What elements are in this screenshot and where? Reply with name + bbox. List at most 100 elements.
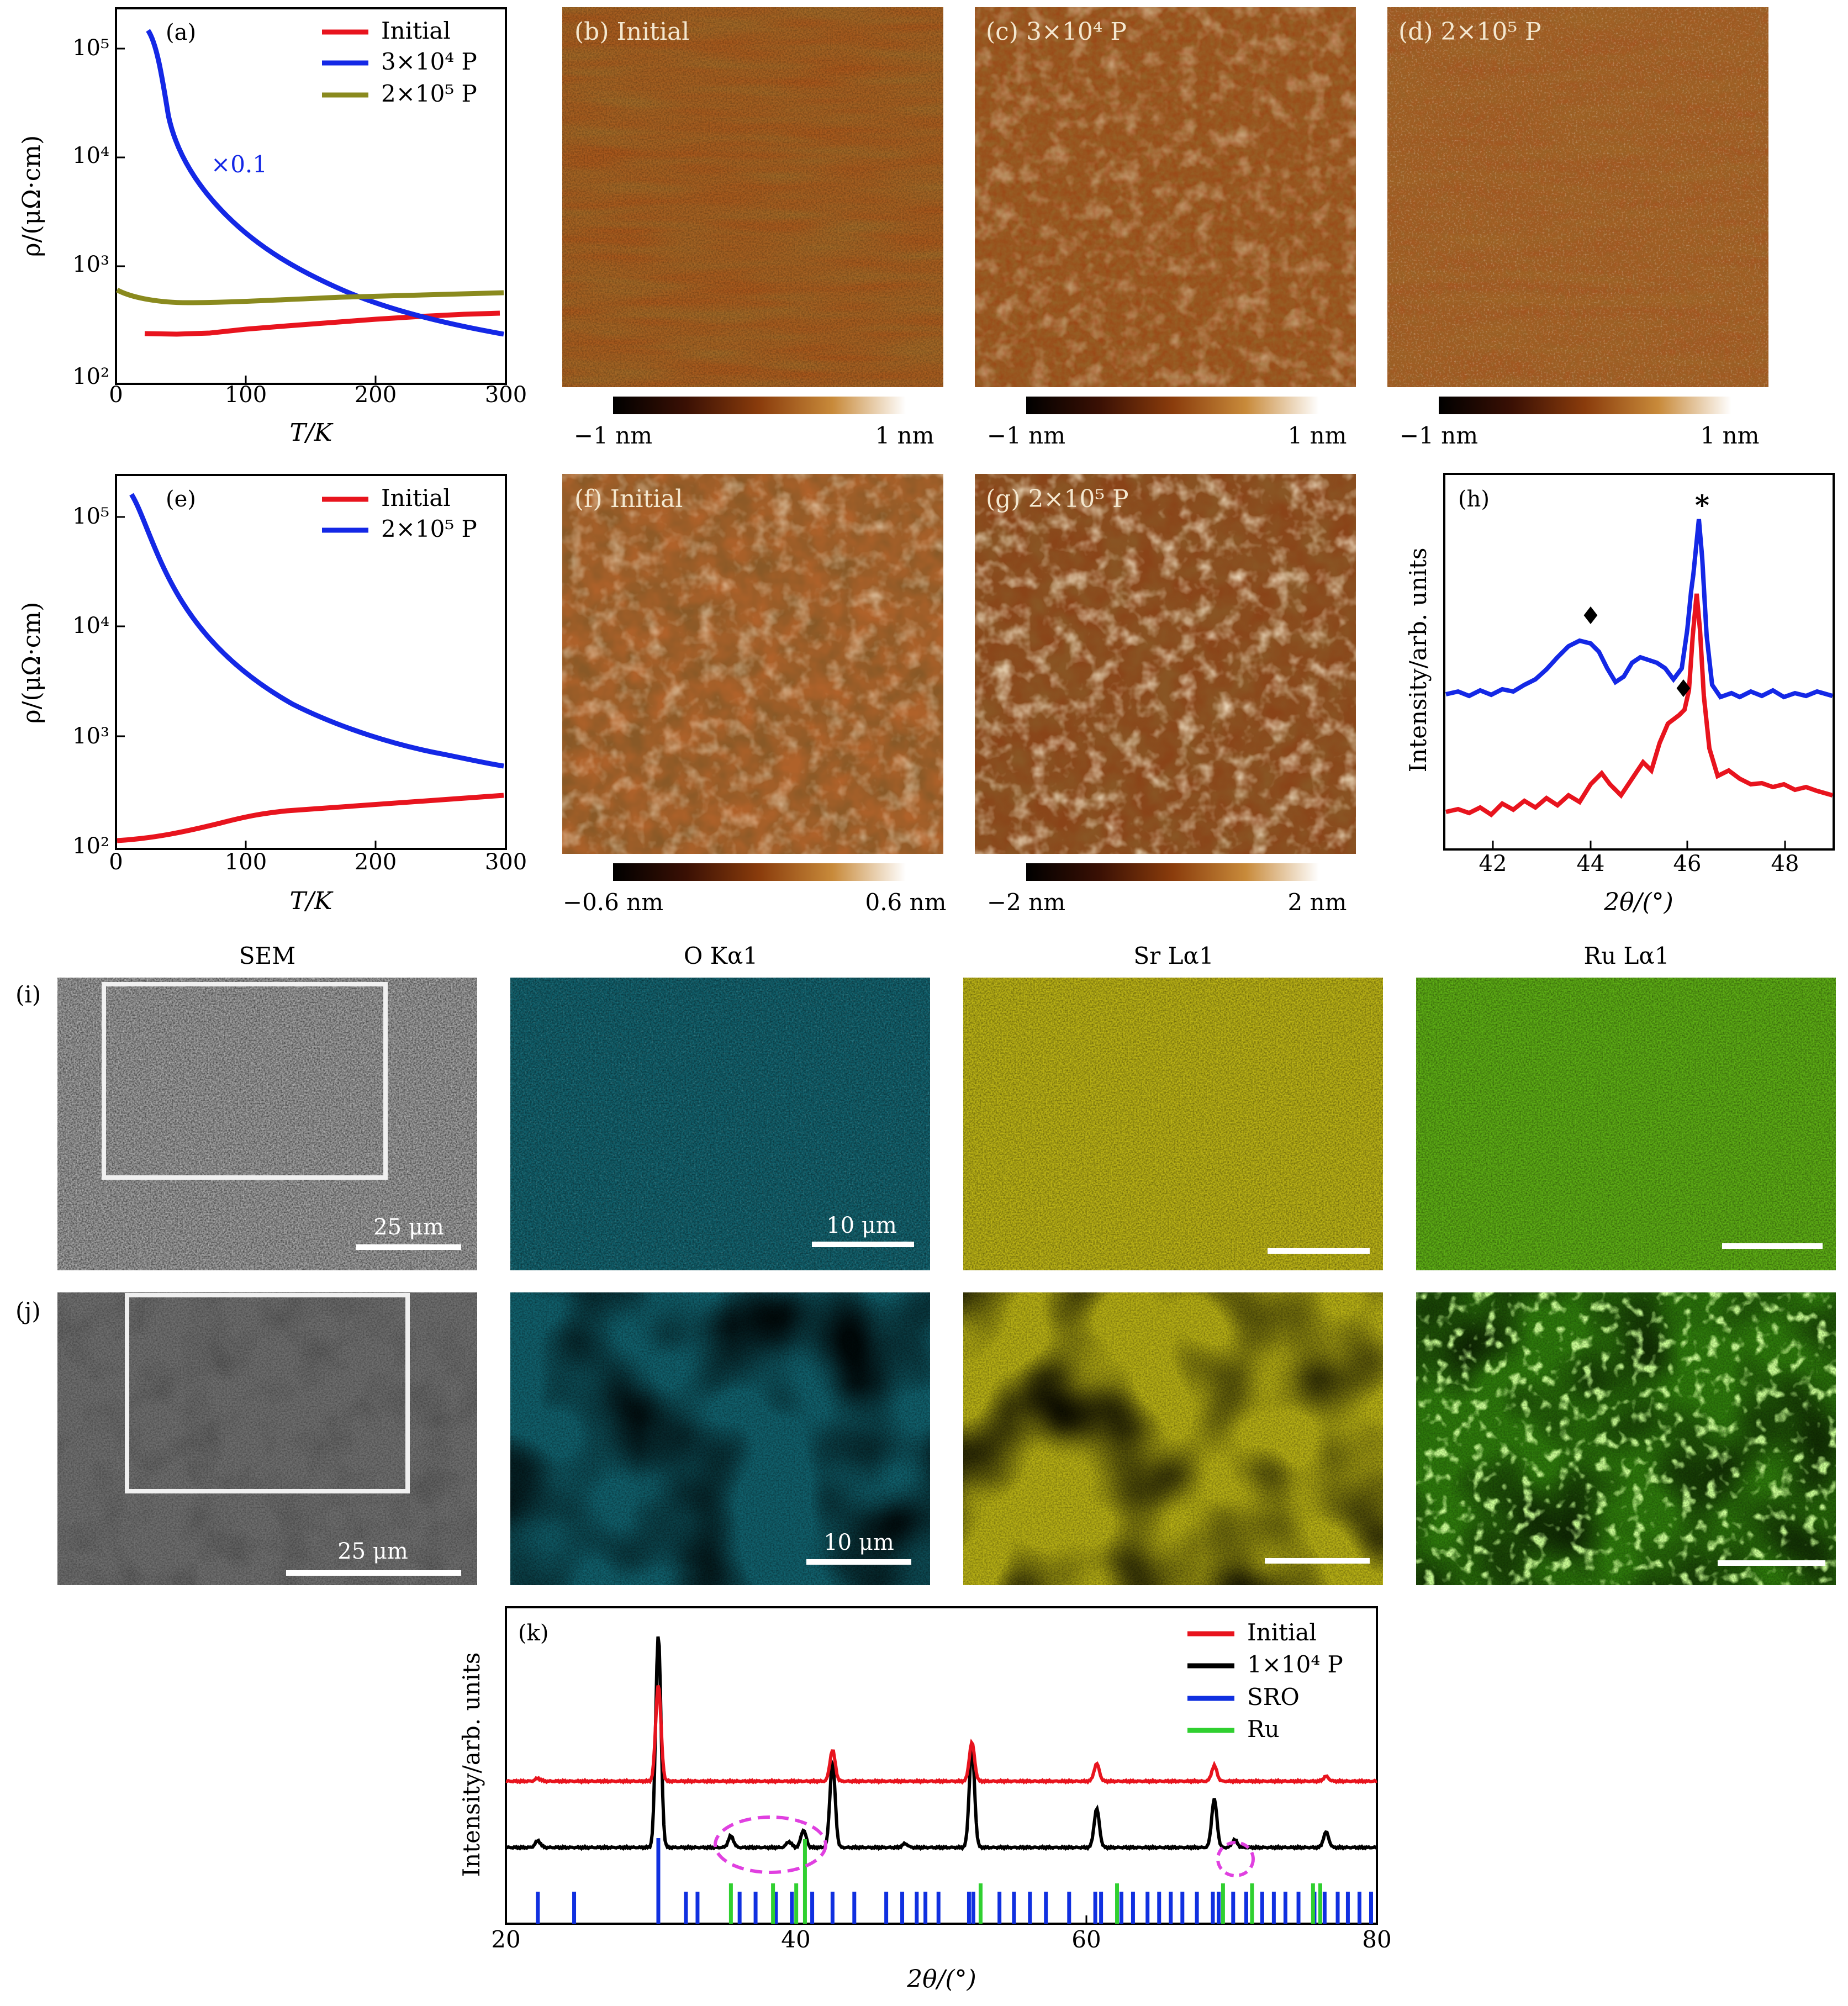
panel-e-xticks: 0 100 200 300 (109, 841, 527, 875)
panel-h-xtick-48: 48 (1771, 851, 1799, 877)
afm-c-cbar-min: −1 nm (987, 422, 1065, 449)
panel-h-curve-treated (1445, 519, 1834, 700)
panel-k-legend: Initial 1×10⁴ P SRO Ru (1187, 1619, 1343, 1743)
afm-image-f: (f) Initial −0.6 nm 0.6 nm (562, 474, 947, 916)
sem-j-scale-label: 25 μm (337, 1539, 408, 1564)
afm-image-g: (g) 2×10⁵ P −2 nm 2 nm (975, 474, 1356, 916)
panel-a-curve-3e4 (146, 29, 504, 337)
panel-a-xtick-0: 0 (109, 382, 123, 408)
panel-e-legend-initial: Initial (381, 484, 451, 511)
panel-k-reference-sticks (536, 1838, 1373, 1924)
panel-e-ylabel: ρ/(μΩ·cm) (18, 602, 46, 724)
panel-a-ytick-1e4: 10⁴ (72, 143, 109, 168)
afm-b-cbar-max: 1 nm (875, 422, 934, 449)
afm-g-cbar-min: −2 nm (987, 889, 1065, 916)
panel-e-resistivity-plot: 0 100 200 300 10² 10³ 10⁴ 10⁵ T/K ρ/(μΩ·… (18, 474, 527, 915)
afm-image-b: (b) Initial −1 nm 1 nm (562, 7, 943, 449)
panel-h-ylabel: Intensity/arb. units (1405, 548, 1432, 773)
panel-e-ytick-1e5: 10⁵ (72, 504, 109, 529)
afm-c-colorbar (1026, 397, 1319, 414)
sem-image-j: 25 μm (57, 1292, 477, 1585)
afm-c-cbar-max: 1 nm (1288, 422, 1347, 449)
panel-h-label: (h) (1458, 487, 1490, 512)
panel-k-xlabel: 2θ/(°) (906, 1965, 976, 1993)
panel-a-xticks: 0 100 200 300 (109, 376, 527, 408)
eds-header-o: O Kα1 (684, 942, 758, 969)
panel-k-xtick-60: 60 (1071, 1926, 1101, 1953)
panel-a-ytick-1e5: 10⁵ (72, 35, 109, 61)
panel-e-legend-2e5: 2×10⁵ P (381, 515, 477, 542)
afm-g-cbar-max: 2 nm (1288, 889, 1347, 916)
panel-a-label: (a) (166, 20, 196, 45)
panel-e-ytick-1e4: 10⁴ (72, 613, 109, 638)
sem-image-i: 25 μm (57, 978, 477, 1270)
sem-i-roi-box (102, 982, 388, 1180)
afm-image-d: (d) 2×10⁵ P −1 nm 1 nm (1387, 7, 1768, 449)
eds-headers: SEM O Kα1 Sr Lα1 Ru Lα1 (239, 942, 1670, 969)
panel-h-diamond-44: ♦ (1580, 602, 1601, 630)
panel-k-legend-initial: Initial (1247, 1619, 1317, 1646)
panel-e-xtick-0: 0 (109, 849, 123, 875)
panel-a-frame (115, 7, 507, 385)
afm-f-colorbar (613, 863, 906, 881)
panel-k-legend-ru: Ru (1247, 1715, 1280, 1743)
o-i-scale-label: 10 μm (826, 1213, 897, 1238)
panel-e-xtick-200: 200 (355, 849, 397, 875)
panel-a-curve-2e5 (115, 287, 504, 305)
afm-d-label: (d) 2×10⁵ P (1398, 18, 1541, 46)
panel-a-legend-3e4: 3×10⁴ P (381, 48, 477, 75)
panel-h-curve-initial (1445, 593, 1834, 818)
afm-f-cbar-min: −0.6 nm (563, 889, 663, 916)
panel-h-xlabel: 2θ/(°) (1603, 888, 1673, 916)
panel-h-frame (1443, 473, 1835, 851)
panel-a-ytick-1e2: 10² (72, 364, 109, 389)
eds-map-ru-j (1416, 1292, 1836, 1585)
eds-header-ru: Ru Lα1 (1584, 942, 1670, 969)
panel-e-curve-initial (117, 793, 504, 843)
panel-h-star: * (1695, 489, 1709, 521)
panel-k-xrd-plot: 20 40 60 80 2θ/(°) Intensity/arb. units … (458, 1606, 1392, 1993)
eds-map-sr-i (963, 978, 1383, 1270)
panel-h-diamond-46: ♦ (1672, 675, 1694, 703)
afm-b-colorbar (613, 397, 906, 414)
panel-k-curves (505, 1636, 1377, 1851)
panel-a-legend: Initial 3×10⁴ P 2×10⁵ P (322, 17, 477, 107)
panel-a-ylabel: ρ/(μΩ·cm) (18, 135, 46, 257)
panel-a-legend-2e5: 2×10⁵ P (381, 80, 477, 107)
panel-k-legend-sro: SRO (1247, 1683, 1300, 1711)
panel-e-frame (115, 474, 507, 850)
panel-k-highlight-ellipse-2 (1216, 1841, 1255, 1877)
panel-a-annotation: ×0.1 (211, 151, 267, 178)
panel-k-ylabel: Intensity/arb. units (458, 1653, 485, 1877)
afm-b-cbar-min: −1 nm (574, 422, 652, 449)
eds-row-label-i: (i) (15, 981, 41, 1008)
panel-h-xticks: 42 44 46 48 (1479, 841, 1799, 877)
panel-k-legend-1e4: 1×10⁴ P (1247, 1651, 1343, 1678)
panel-k-frame (505, 1606, 1378, 1925)
sem-j-roi-box (125, 1293, 410, 1493)
panel-k-xtick-40: 40 (781, 1926, 810, 1953)
panel-e-label: (e) (166, 487, 196, 512)
panel-a-legend-initial: Initial (381, 17, 451, 44)
panel-a-resistivity-plot: 0 100 200 300 10² 10³ 10⁴ 10⁵ T/K ρ/(μΩ·… (18, 7, 527, 447)
panel-a-xtick-300: 300 (485, 382, 527, 408)
panel-h-xtick-46: 46 (1673, 851, 1702, 877)
eds-map-sr-j (963, 1292, 1383, 1585)
panel-a-xtick-100: 100 (225, 382, 267, 408)
afm-c-label: (c) 3×10⁴ P (986, 18, 1127, 46)
afm-image-c: (c) 3×10⁴ P −1 nm 1 nm (975, 7, 1356, 449)
afm-g-colorbar (1026, 863, 1319, 881)
afm-b-label: (b) Initial (574, 18, 689, 46)
panel-a-xlabel: T/K (289, 419, 333, 447)
panel-e-legend: Initial 2×10⁵ P (322, 484, 477, 542)
panel-k-curve-initial (505, 1685, 1377, 1785)
panel-h-xrd-plot: 42 44 46 48 2θ/(°) Intensity/arb. units … (1405, 473, 1835, 916)
panel-k-highlight-ellipse-1 (714, 1815, 827, 1874)
panel-k-curve-1e4 (505, 1636, 1377, 1851)
eds-map-o-i: 10 μm (510, 978, 930, 1270)
panel-h-xtick-44: 44 (1577, 851, 1605, 877)
eds-header-sr: Sr Lα1 (1133, 942, 1213, 969)
afm-d-colorbar (1439, 397, 1731, 414)
panel-e-ytick-1e3: 10³ (72, 724, 109, 749)
